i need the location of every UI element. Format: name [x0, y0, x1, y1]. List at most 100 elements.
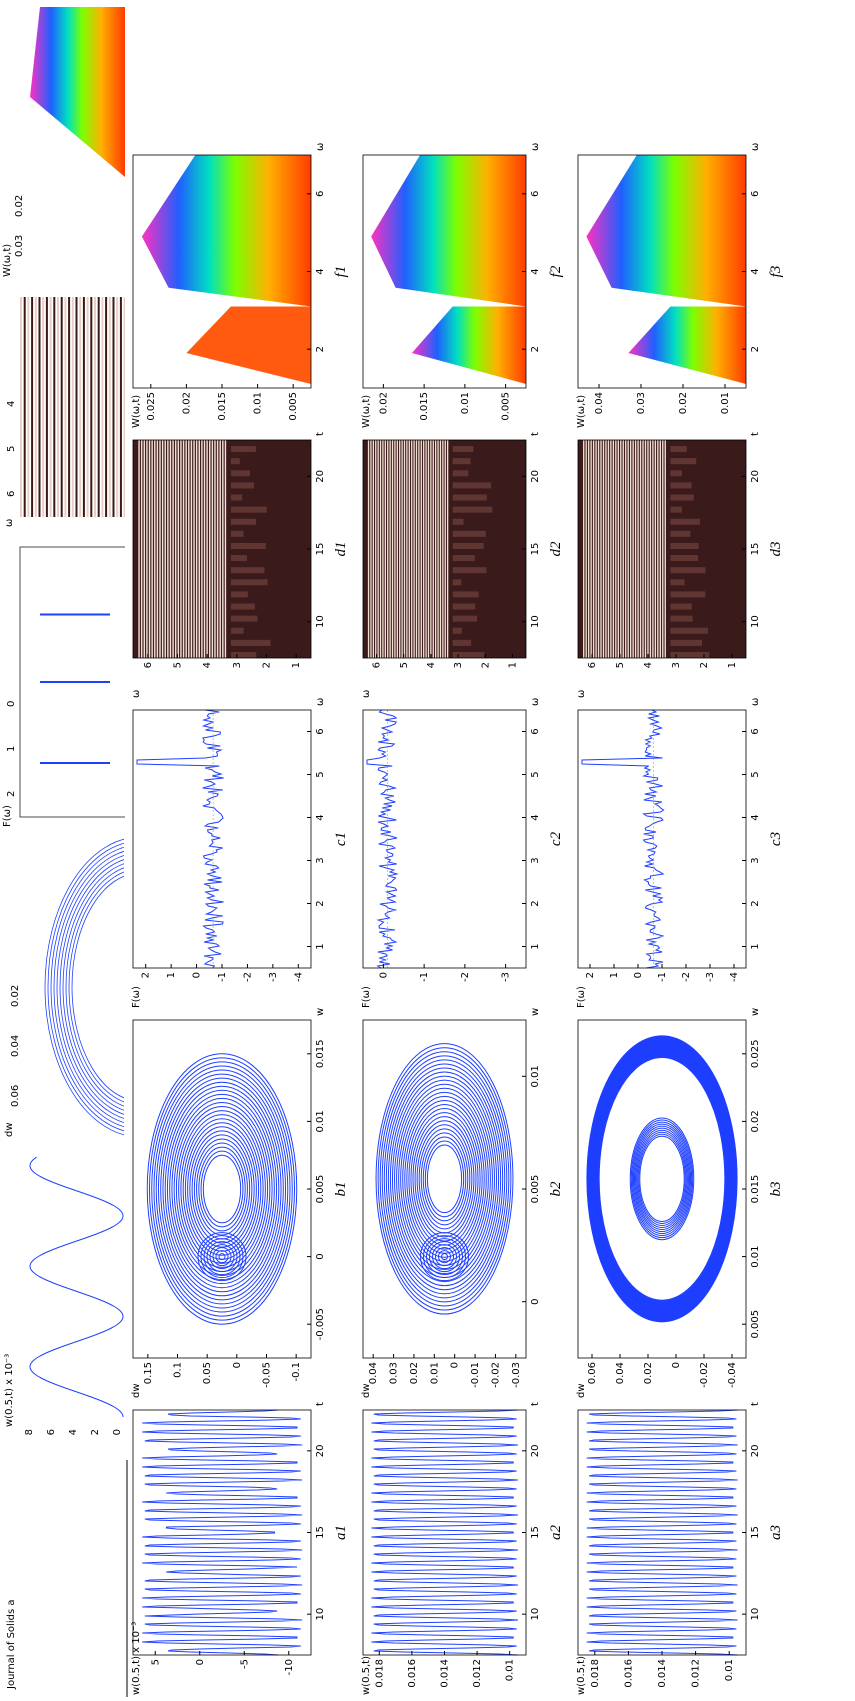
page: {"back":{"journal":"Journal of Solids a"… [0, 0, 855, 1697]
x-tick-label: 4 [315, 268, 326, 274]
x-tick-label: 20 [750, 470, 761, 483]
x-tick-label: 20 [530, 1444, 541, 1457]
spectrogram-band [413, 440, 414, 658]
y-tick-label: 0.03 [636, 392, 647, 414]
back-stripe [53, 297, 55, 517]
spectrogram-low [670, 531, 690, 537]
spectrogram-band [389, 440, 390, 658]
back-stripe [83, 297, 85, 517]
spectrogram-band [635, 440, 636, 658]
x-tick-label: 0 [315, 1253, 326, 1259]
x-tick-label: 2 [530, 346, 541, 352]
x-tick-label: 6 [750, 191, 761, 197]
back-ylabel: F(ω) [2, 805, 13, 827]
x-tick-label: 15 [750, 543, 761, 556]
spectrogram-band [394, 440, 395, 658]
spectrogram-low [670, 604, 691, 610]
y-tick-label: 0.01 [720, 392, 731, 414]
x-tick-label: 4 [530, 814, 541, 820]
spectrogram-low [453, 543, 484, 549]
y-tick-label: -0.1 [291, 1362, 302, 1382]
y-tick-label: -5 [239, 1659, 250, 1669]
y-tick-label: -0.03 [511, 1362, 522, 1388]
spectrogram-band [433, 440, 434, 658]
y-tick-label: 3 [232, 662, 243, 668]
spectrogram-low [453, 591, 479, 597]
y-tick-label: 0.15 [143, 1362, 154, 1384]
spectrogram-band [583, 440, 584, 658]
spectrogram-band [652, 440, 653, 658]
x-tick-label: 20 [315, 470, 326, 483]
x-axis-label: t [750, 432, 761, 436]
spectrogram-band [423, 440, 424, 658]
y-tick-label: 0 [633, 972, 644, 978]
y-tick-label: 3 [671, 662, 682, 668]
spectrogram-low [453, 458, 471, 464]
spectrogram-band [217, 440, 218, 658]
y-axis-label: w(0.5,t) [576, 1656, 587, 1695]
spectrogram-band [193, 440, 194, 658]
y-tick-label: 5 [150, 1659, 161, 1665]
spectrogram-band [138, 440, 139, 658]
back-stripe [90, 297, 92, 517]
back-tick: 1 [6, 746, 17, 752]
x-tick-label: 6 [315, 728, 326, 734]
x-tick-label: 2 [750, 346, 761, 352]
y-axis-label: ω [131, 690, 142, 698]
x-axis-label: ω [315, 143, 326, 151]
spectrogram-low [670, 458, 696, 464]
spectrogram-band [141, 440, 142, 658]
spectrogram-band [162, 440, 163, 658]
y-tick-label: 0.04 [368, 1362, 379, 1384]
panel-label: b2 [548, 1181, 564, 1197]
x-tick-label: 4 [315, 814, 326, 820]
back-tick: 5 [6, 446, 17, 452]
back-tick: 4 [68, 1429, 79, 1435]
y-tick-label: -0.02 [490, 1362, 501, 1388]
panel-label: d1 [333, 542, 349, 557]
back-stripe [68, 297, 70, 517]
x-tick-label: 10 [750, 1608, 761, 1621]
y-tick-label: 0.01 [253, 392, 264, 414]
y-tick-label: 0.018 [374, 1659, 385, 1688]
x-tick-label: 6 [750, 728, 761, 734]
x-axis-label: ω [530, 143, 541, 151]
back-stripe [101, 297, 103, 517]
spectrogram-band [157, 440, 158, 658]
spectrogram-band [178, 440, 179, 658]
spectrogram-low [670, 616, 692, 622]
back-stripe [57, 297, 59, 517]
x-axis-label: t [530, 1402, 541, 1406]
spectrogram-band [404, 440, 405, 658]
y-tick-label: 0.025 [146, 392, 157, 421]
y-tick-label: 0.02 [409, 1362, 420, 1384]
y-tick-label: -2 [681, 972, 692, 982]
x-tick-label: 4 [750, 814, 761, 820]
spectrogram-band [409, 440, 410, 658]
x-tick-label: 0.005 [750, 1310, 761, 1339]
spectrogram-band [196, 440, 197, 658]
spectrogram-low [453, 567, 487, 573]
panel-label: f1 [333, 266, 349, 278]
spectrogram-band [212, 440, 213, 658]
y-tick-label: 5 [615, 662, 626, 668]
spectrogram-band [595, 440, 596, 658]
y-tick-label: -3 [705, 972, 716, 982]
spectrogram-band [632, 440, 633, 658]
x-axis-label: ω [315, 698, 326, 706]
y-axis-label: w(0.5,t) x 10⁻³ [131, 1622, 142, 1695]
spectrogram-band [214, 440, 215, 658]
spectrogram-band [650, 440, 651, 658]
y-tick-label: 6 [372, 662, 383, 668]
back-stripe [27, 297, 29, 517]
x-tick-label: 10 [750, 615, 761, 628]
x-tick-label: 20 [750, 1444, 761, 1457]
spectrogram-low [453, 482, 491, 488]
spectrogram-band [397, 440, 398, 658]
spectrogram-band [144, 440, 145, 658]
x-tick-label: -0.005 [315, 1308, 326, 1340]
spectrogram-band [165, 440, 166, 658]
y-tick-label: 0 [195, 1659, 206, 1665]
spectrogram-low [231, 604, 255, 610]
spectrogram-low [453, 531, 486, 537]
